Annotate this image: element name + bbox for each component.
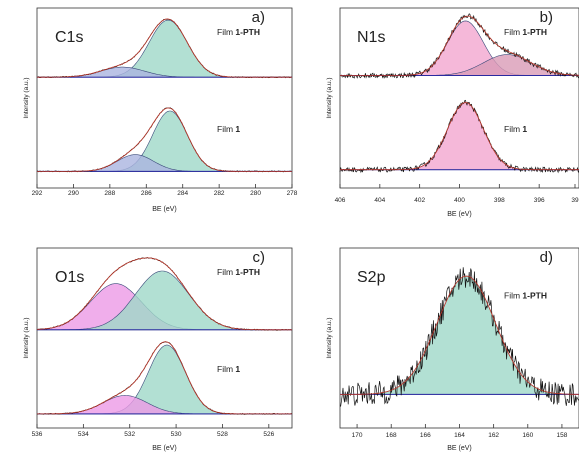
film-label: Film 1-PTH: [217, 27, 260, 37]
film-label-id: 1-PTH: [235, 27, 260, 37]
x-tick-label: 288: [104, 190, 115, 197]
x-tick-label: 292: [32, 190, 43, 197]
fit-envelope: [340, 275, 579, 395]
film-label-prefix: Film: [504, 291, 522, 301]
x-tick-label: 286: [141, 190, 152, 197]
x-tick-label: 534: [78, 431, 89, 438]
x-tick-label: 168: [386, 432, 397, 439]
x-tick-label: 39: [571, 197, 579, 204]
film-label-prefix: Film: [504, 27, 522, 37]
fit-envelope: [340, 15, 579, 76]
y-axis-label: Intensity (a.u.): [23, 77, 30, 118]
film-label: Film 1-PTH: [217, 267, 260, 277]
x-tick-label: 170: [352, 432, 363, 439]
x-axis-label: BE (eV): [447, 211, 472, 218]
x-tick-label: 280: [250, 190, 261, 197]
y-axis-label: Intensity (a.u.): [326, 77, 333, 118]
y-axis-label: Intensity (a.u.): [23, 317, 30, 358]
x-axis-label: BE (eV): [152, 445, 177, 452]
film-label-id: 1-PTH: [522, 291, 547, 301]
film-label-prefix: Film: [217, 124, 235, 134]
film-label-id: 1: [235, 364, 240, 374]
x-tick-label: 398: [494, 197, 505, 204]
film-label-prefix: Film: [504, 124, 522, 134]
panel-n1s: 406 404 402 400 398 396 39 BE (eV) Intensity (a.…: [326, 7, 579, 218]
plot-frame: [36, 247, 293, 429]
x-tick-label: 530: [171, 431, 182, 438]
fit-envelope: [340, 102, 579, 171]
y-axis-label: Intensity (a.u.): [326, 317, 333, 358]
fit-envelope: [37, 18, 292, 78]
film-label: Film 1-PTH: [504, 27, 547, 37]
x-axis-label: BE (eV): [447, 445, 472, 452]
fit-envelope: [37, 107, 292, 172]
fit-envelope: [36, 257, 292, 331]
x-tick-label: 166: [420, 432, 431, 439]
panel-title: N1s: [357, 29, 385, 46]
peak-component-1: [37, 110, 292, 172]
panel-letter: a): [252, 9, 265, 26]
panel-title: S2p: [357, 269, 386, 286]
panel-title: C1s: [55, 29, 83, 46]
panel-letter: d): [540, 249, 553, 266]
panel-o1s: 536 534 532 530 528 526 BE (eV) Intensity (a.u.…: [23, 247, 293, 452]
film-label: Film 1: [504, 124, 527, 134]
x-tick-label: 396: [534, 197, 545, 204]
fit-envelope: [37, 341, 292, 415]
peak-component-1: [37, 344, 292, 415]
x-tick-label: 162: [488, 432, 499, 439]
film-label: Film 1-PTH: [504, 291, 547, 301]
x-tick-label: 404: [374, 197, 385, 204]
panel-c1s: 292 290 288 286 284 282 280 278 BE (eV) Intensity…: [23, 7, 298, 213]
panel-letter: c): [253, 249, 266, 266]
x-tick-label: 282: [214, 190, 225, 197]
x-tick-label: 284: [177, 190, 188, 197]
x-tick-label: 402: [414, 197, 425, 204]
panel-s2p: 170 168 166 164 162 160 158 BE (eV) Intensity (a…: [326, 247, 579, 452]
raw-spectrum: [339, 267, 579, 407]
film-label: Film 1: [217, 124, 240, 134]
x-tick-label: 536: [32, 431, 43, 438]
film-label: Film 1: [217, 364, 240, 374]
x-tick-label: 290: [68, 190, 79, 197]
peak-component-1: [340, 102, 579, 170]
x-tick-label: 532: [124, 431, 135, 438]
x-tick-label: 526: [263, 431, 274, 438]
film-label-id: 1-PTH: [522, 27, 547, 37]
plot-frame: [36, 7, 293, 189]
x-tick-label: 528: [217, 431, 228, 438]
x-tick-label: 278: [287, 190, 298, 197]
film-label-id: 1: [522, 124, 527, 134]
panel-title: O1s: [55, 269, 84, 286]
x-tick-label: 160: [522, 432, 533, 439]
film-label-id: 1: [235, 124, 240, 134]
x-tick-label: 406: [335, 197, 346, 204]
film-label-id: 1-PTH: [235, 267, 260, 277]
film-label-prefix: Film: [217, 364, 235, 374]
film-label-prefix: Film: [217, 27, 235, 37]
x-tick-label: 164: [454, 432, 465, 439]
x-tick-label: 158: [556, 432, 567, 439]
x-tick-label: 400: [454, 197, 465, 204]
x-axis-label: BE (eV): [152, 206, 177, 213]
panel-letter: b): [540, 9, 553, 26]
film-label-prefix: Film: [217, 267, 235, 277]
